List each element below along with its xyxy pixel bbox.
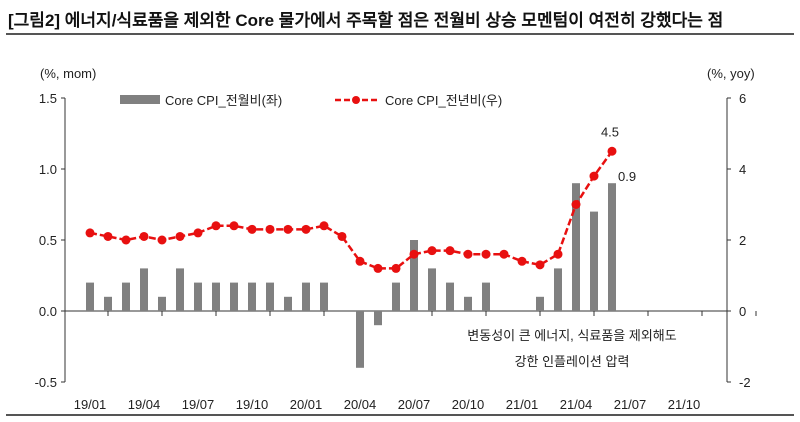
yoy-point bbox=[175, 231, 185, 241]
bar bbox=[86, 282, 94, 311]
yoy-point bbox=[571, 200, 581, 209]
yoy-point bbox=[283, 224, 293, 234]
yoy-point bbox=[589, 171, 599, 181]
x-tick-label: 21/01 bbox=[506, 397, 539, 412]
x-tick-label: 21/07 bbox=[614, 397, 647, 412]
yoy-point bbox=[607, 146, 617, 156]
yoy-point bbox=[373, 263, 383, 273]
legend-line-label: Core CPI_전년비(우) bbox=[385, 93, 502, 108]
bar bbox=[356, 311, 364, 368]
yoy-point bbox=[553, 249, 563, 259]
annotation-line-1: 변동성이 큰 에너지, 식료품을 제외해도 bbox=[467, 328, 676, 343]
yoy-point bbox=[355, 256, 365, 266]
yoy-point bbox=[463, 249, 473, 259]
left-unit: (%, mom) bbox=[40, 66, 96, 81]
left-tick-label: 1.5 bbox=[39, 91, 57, 106]
x-tick-label: 20/04 bbox=[344, 397, 377, 412]
yoy-point bbox=[193, 228, 203, 238]
yoy-point bbox=[247, 224, 257, 234]
top-rule bbox=[6, 33, 794, 35]
yoy-point bbox=[121, 235, 131, 245]
bar bbox=[140, 268, 148, 311]
right-tick-label: 0 bbox=[739, 304, 746, 319]
bar bbox=[194, 282, 202, 311]
x-tick-label: 20/10 bbox=[452, 397, 485, 412]
right-tick-label: 6 bbox=[739, 91, 746, 106]
left-tick-label: 1.0 bbox=[39, 162, 57, 177]
bar bbox=[104, 296, 112, 311]
bar bbox=[464, 296, 472, 311]
yoy-point bbox=[301, 224, 311, 234]
yoy-point bbox=[337, 231, 347, 241]
yoy-point bbox=[409, 249, 419, 259]
line-data-label: 4.5 bbox=[601, 124, 619, 139]
yoy-point bbox=[391, 263, 401, 273]
right-tick-label: 2 bbox=[739, 233, 746, 248]
x-tick-label: 19/04 bbox=[128, 397, 161, 412]
bar bbox=[302, 282, 310, 311]
chart-title: [그림2] 에너지/식료품을 제외한 Core 물가에서 주목할 점은 전월비 … bbox=[8, 11, 724, 30]
annotation-line-2: 강한 인플레이션 압력 bbox=[515, 354, 630, 369]
yoy-point bbox=[103, 231, 113, 241]
bar bbox=[590, 211, 598, 311]
bar bbox=[266, 282, 274, 311]
legend: Core CPI_전월비(좌) Core CPI_전년비(우) bbox=[120, 93, 502, 108]
bar bbox=[428, 268, 436, 311]
right-unit: (%, yoy) bbox=[707, 66, 755, 81]
bar-data-label: 0.9 bbox=[618, 169, 636, 184]
left-tick-label: 0.5 bbox=[39, 233, 57, 248]
bar bbox=[482, 282, 490, 311]
left-tick-label: 0.0 bbox=[39, 304, 57, 319]
bar bbox=[608, 183, 616, 311]
bar bbox=[230, 282, 238, 311]
bar bbox=[158, 296, 166, 311]
bar bbox=[374, 311, 382, 326]
yoy-point bbox=[265, 224, 275, 234]
yoy-point bbox=[139, 231, 149, 241]
yoy-point bbox=[445, 246, 455, 256]
right-tick-label: -2 bbox=[739, 375, 751, 390]
yoy-point bbox=[157, 235, 167, 245]
bar bbox=[536, 296, 544, 311]
legend-bar-label: Core CPI_전월비(좌) bbox=[165, 93, 282, 108]
yoy-point bbox=[85, 228, 95, 238]
yoy-point bbox=[319, 221, 329, 231]
yoy-point bbox=[211, 221, 221, 231]
yoy-point bbox=[517, 256, 527, 266]
bar bbox=[410, 240, 418, 311]
right-tick-label: 4 bbox=[739, 162, 746, 177]
bar bbox=[572, 183, 580, 311]
x-tick-label: 20/01 bbox=[290, 397, 323, 412]
bar bbox=[554, 268, 562, 311]
bar bbox=[212, 282, 220, 311]
yoy-point bbox=[481, 249, 491, 259]
x-tick-label: 21/04 bbox=[560, 397, 593, 412]
bottom-rule bbox=[6, 414, 794, 416]
x-tick-label: 19/01 bbox=[74, 397, 107, 412]
legend-bar-swatch bbox=[120, 95, 160, 104]
bar bbox=[392, 282, 400, 311]
yoy-point bbox=[499, 249, 509, 259]
bar bbox=[248, 282, 256, 311]
bar bbox=[446, 282, 454, 311]
yoy-point bbox=[427, 246, 437, 256]
x-tick-label: 20/07 bbox=[398, 397, 431, 412]
left-tick-label: -0.5 bbox=[35, 375, 57, 390]
bar bbox=[176, 268, 184, 311]
yoy-point bbox=[535, 260, 545, 270]
yoy-point bbox=[229, 221, 239, 231]
bar bbox=[122, 282, 130, 311]
legend-line-marker bbox=[352, 96, 360, 104]
x-tick-label: 21/10 bbox=[668, 397, 701, 412]
bar bbox=[320, 282, 328, 311]
x-tick-label: 19/07 bbox=[182, 397, 215, 412]
yoy-line bbox=[89, 150, 614, 270]
bar bbox=[284, 296, 292, 311]
x-tick-label: 19/10 bbox=[236, 397, 269, 412]
